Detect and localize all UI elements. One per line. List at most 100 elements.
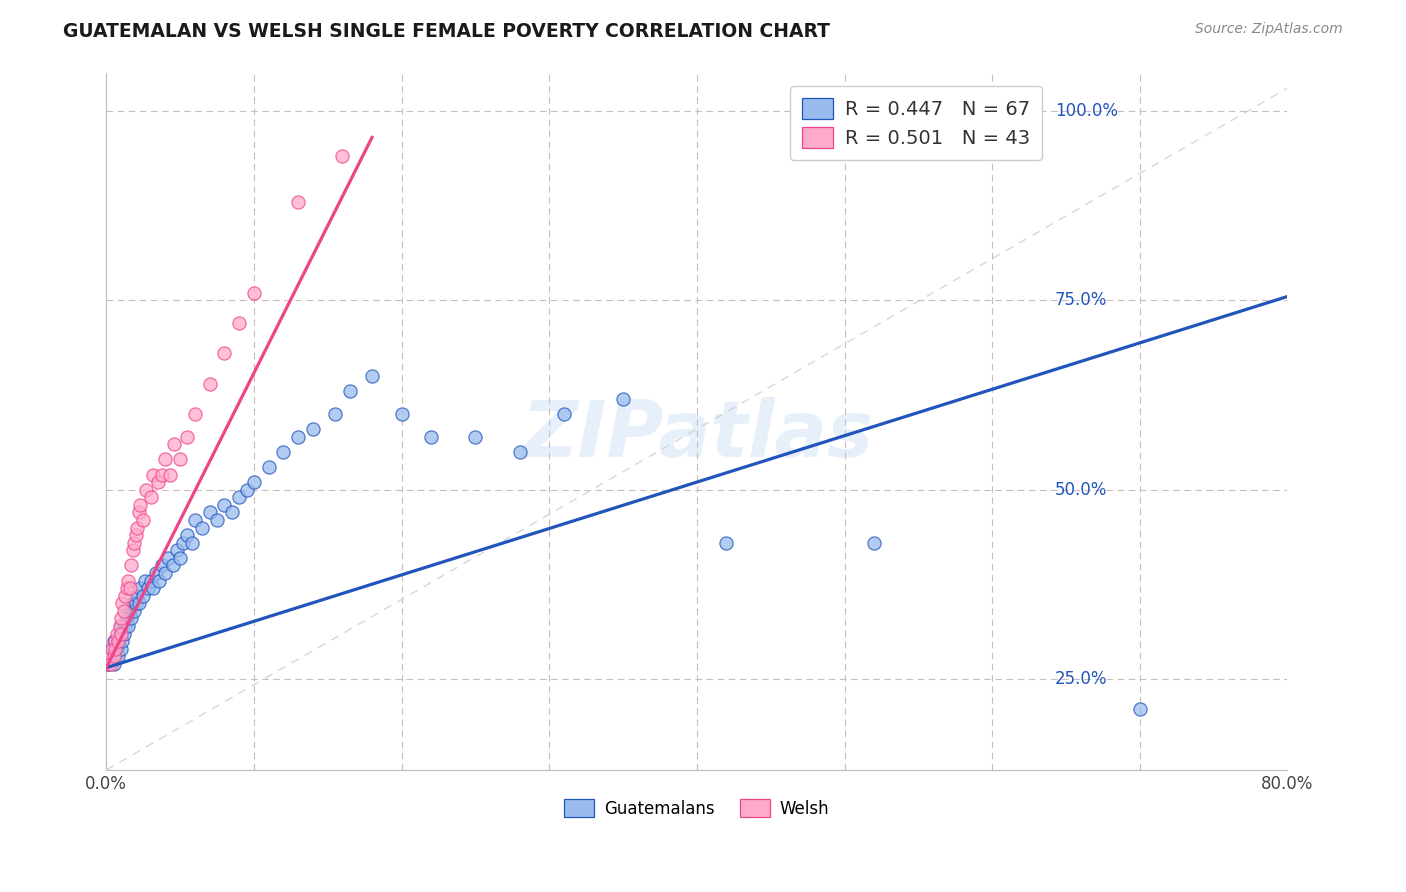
Point <box>332 149 354 163</box>
Point <box>111 634 134 648</box>
Text: Source: ZipAtlas.com: Source: ZipAtlas.com <box>1195 22 1343 37</box>
Point <box>863 535 886 549</box>
Point <box>121 596 143 610</box>
Point <box>205 513 228 527</box>
Point <box>111 596 134 610</box>
Point <box>243 475 266 489</box>
Point <box>145 566 167 580</box>
Text: 100.0%: 100.0% <box>1054 102 1118 120</box>
Legend: Guatemalans, Welsh: Guatemalans, Welsh <box>558 792 837 824</box>
Text: 75.0%: 75.0% <box>1054 292 1107 310</box>
Point <box>214 498 236 512</box>
Point <box>612 392 634 406</box>
Point <box>108 619 131 633</box>
Point <box>257 459 280 474</box>
Point <box>97 657 120 671</box>
Point <box>198 505 221 519</box>
Point <box>98 657 121 671</box>
Point <box>105 641 128 656</box>
Point <box>124 535 146 549</box>
Point <box>105 626 128 640</box>
Point <box>191 520 214 534</box>
Point <box>127 589 149 603</box>
Point <box>134 574 156 588</box>
Point <box>180 535 202 549</box>
Point <box>361 369 384 384</box>
Point <box>100 649 122 664</box>
Point <box>101 641 124 656</box>
Point <box>115 611 138 625</box>
Point <box>112 604 135 618</box>
Point <box>287 194 309 209</box>
Point <box>235 483 257 497</box>
Point <box>125 528 148 542</box>
Point <box>172 535 194 549</box>
Point <box>553 407 575 421</box>
Text: GUATEMALAN VS WELSH SINGLE FEMALE POVERTY CORRELATION CHART: GUATEMALAN VS WELSH SINGLE FEMALE POVERT… <box>63 22 831 41</box>
Point <box>118 604 141 618</box>
Text: 50.0%: 50.0% <box>1054 481 1107 499</box>
Point <box>228 316 250 330</box>
Point <box>243 285 266 300</box>
Point <box>169 452 191 467</box>
Point <box>221 505 243 519</box>
Point <box>139 490 162 504</box>
Point <box>100 657 122 671</box>
Point <box>162 558 184 573</box>
Point <box>98 649 121 664</box>
Point <box>107 634 129 648</box>
Point <box>112 626 135 640</box>
Point <box>110 611 132 625</box>
Point <box>118 581 141 595</box>
Point <box>273 444 295 458</box>
Point <box>176 430 198 444</box>
Point <box>169 550 191 565</box>
Point <box>163 437 186 451</box>
Point <box>125 596 148 610</box>
Point <box>104 641 127 656</box>
Point <box>136 581 159 595</box>
Point <box>159 467 181 482</box>
Point <box>107 634 129 648</box>
Point <box>97 657 120 671</box>
Point <box>214 346 236 360</box>
Point <box>103 657 125 671</box>
Point <box>323 407 346 421</box>
Point <box>198 376 221 391</box>
Point <box>1129 702 1152 716</box>
Point <box>184 407 207 421</box>
Point <box>117 619 139 633</box>
Point <box>132 513 155 527</box>
Point <box>420 430 443 444</box>
Point <box>128 505 150 519</box>
Point <box>128 596 150 610</box>
Point <box>464 430 486 444</box>
Point <box>150 558 173 573</box>
Point <box>117 574 139 588</box>
Point <box>339 384 361 399</box>
Text: ZIPatlas: ZIPatlas <box>520 398 873 474</box>
Point <box>135 483 157 497</box>
Point <box>129 581 152 595</box>
Point <box>150 467 173 482</box>
Point <box>129 498 152 512</box>
Point <box>114 589 136 603</box>
Point <box>509 444 531 458</box>
Point <box>176 528 198 542</box>
Point <box>228 490 250 504</box>
Point <box>107 649 129 664</box>
Point <box>103 649 125 664</box>
Point <box>155 452 177 467</box>
Point <box>716 535 738 549</box>
Point <box>110 626 132 640</box>
Point <box>121 543 143 558</box>
Point <box>104 649 127 664</box>
Point <box>132 589 155 603</box>
Point <box>184 513 207 527</box>
Point <box>287 430 309 444</box>
Point <box>103 634 125 648</box>
Point <box>142 467 165 482</box>
Point <box>104 634 127 648</box>
Point <box>124 604 146 618</box>
Point <box>139 574 162 588</box>
